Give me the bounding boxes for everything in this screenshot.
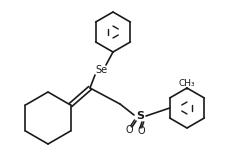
Text: O: O bbox=[125, 125, 132, 135]
Text: S: S bbox=[135, 111, 143, 121]
Text: O: O bbox=[137, 126, 144, 136]
Text: CH₃: CH₃ bbox=[178, 78, 195, 88]
Text: Se: Se bbox=[94, 65, 106, 75]
